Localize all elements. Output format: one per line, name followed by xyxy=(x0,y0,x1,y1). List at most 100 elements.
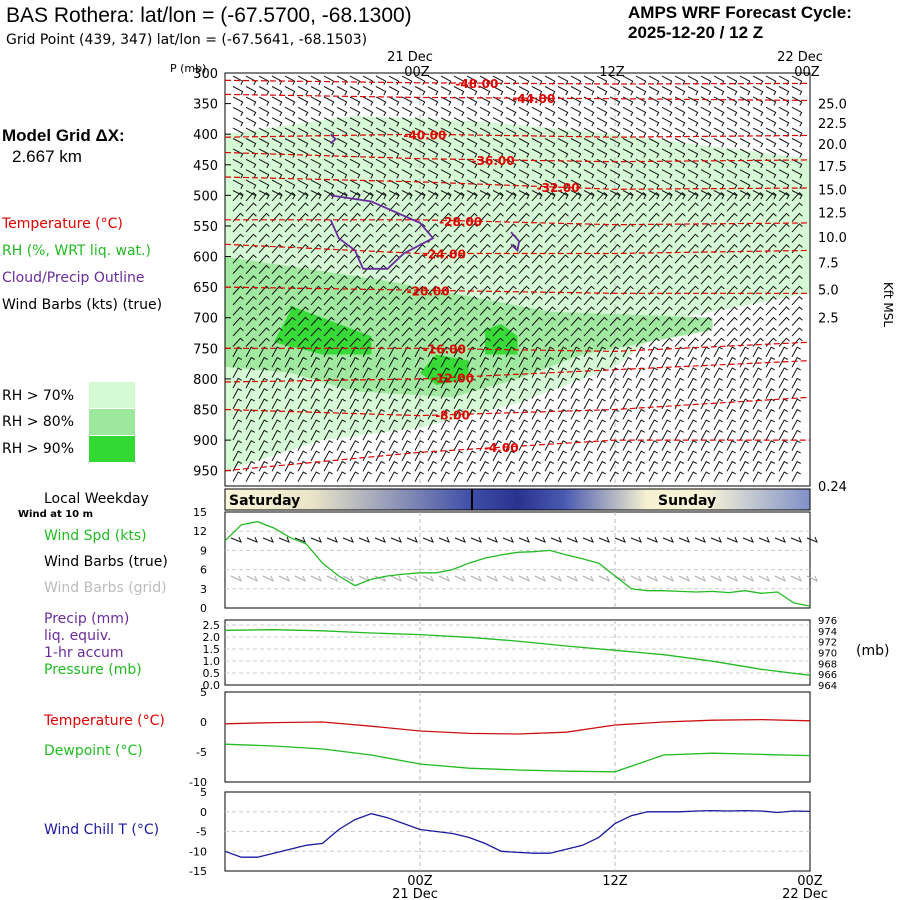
wind-barb xyxy=(362,148,374,158)
wind-barb xyxy=(427,117,439,127)
wind-barb xyxy=(258,356,268,368)
wind-barb xyxy=(570,398,580,410)
wind-barb xyxy=(518,471,528,482)
wind-barb xyxy=(336,264,348,275)
wind-barb xyxy=(531,191,543,202)
wind-barb xyxy=(466,295,478,306)
wind-barb xyxy=(700,96,712,106)
wind-barb xyxy=(596,429,606,441)
wind-barb xyxy=(323,117,335,127)
wind-barb xyxy=(466,233,478,243)
wind-barb xyxy=(284,295,296,306)
wind-barb xyxy=(648,127,660,137)
wind-barb xyxy=(479,275,491,285)
wind-barb xyxy=(440,190,452,200)
wind-barb xyxy=(479,316,491,327)
wind-barb xyxy=(648,346,658,358)
wind-barb xyxy=(414,377,424,389)
wind-barb xyxy=(271,295,283,306)
wind-barb xyxy=(310,440,320,451)
wind-barb xyxy=(622,223,634,233)
wind-barb xyxy=(310,96,322,106)
wind-barb xyxy=(388,138,400,148)
wind-barb xyxy=(700,117,712,127)
wind-barb xyxy=(791,233,803,243)
wind-barb xyxy=(427,254,439,264)
wind-barb xyxy=(323,179,335,189)
wind-barb xyxy=(765,233,777,243)
wind-barb xyxy=(596,212,608,223)
wind-barb xyxy=(375,327,387,337)
wind-barb xyxy=(232,117,244,127)
wind-barb xyxy=(765,440,775,451)
wind-barb xyxy=(674,377,684,389)
wind-barb xyxy=(440,306,452,316)
wind-barb xyxy=(349,75,361,85)
wind-barb xyxy=(583,285,595,295)
wind-barb xyxy=(258,306,270,316)
wind-barb xyxy=(674,285,686,295)
wind-barb xyxy=(466,306,478,316)
wind-barb xyxy=(232,295,244,306)
wind-barb xyxy=(466,367,476,378)
wind-barb xyxy=(739,86,751,96)
wind-barb xyxy=(674,212,686,223)
top-time-label: 00Z xyxy=(794,65,820,80)
wind-barb xyxy=(245,419,255,430)
wind-barb xyxy=(427,275,439,285)
wind-barb xyxy=(609,388,619,399)
wind-barb xyxy=(648,254,660,264)
wind-barb xyxy=(284,408,294,420)
wind-barb xyxy=(336,106,348,117)
pressure-right-tick: 964 xyxy=(818,681,837,692)
wind-barb xyxy=(427,127,439,137)
wind-barb xyxy=(453,419,463,430)
wind-barb xyxy=(232,233,244,243)
wind-barb xyxy=(700,212,712,223)
wind-barb xyxy=(453,337,465,347)
wind-barb xyxy=(661,254,673,264)
wind-barb xyxy=(414,275,426,285)
wind-barb xyxy=(765,346,775,358)
windchill-tick: 5 xyxy=(200,786,207,799)
wind-barb xyxy=(427,408,437,420)
wind-barb xyxy=(440,460,450,472)
wind-barb xyxy=(479,138,491,148)
wind-barb xyxy=(622,450,632,462)
wind-barb xyxy=(661,158,673,169)
wind-barb xyxy=(505,191,517,202)
wind-barb xyxy=(466,148,478,158)
wind-barb xyxy=(297,356,307,368)
top-time-label: 00Z xyxy=(404,65,430,80)
wind-barb xyxy=(661,106,673,117)
windspd-barb-grid xyxy=(758,575,770,583)
wind-barb xyxy=(726,295,738,306)
wind-barb xyxy=(700,148,712,158)
wind-barb xyxy=(739,138,751,148)
wind-barb xyxy=(232,75,244,85)
wind-barb xyxy=(778,275,790,285)
wind-barb xyxy=(375,179,387,189)
wind-barb xyxy=(297,75,309,85)
wind-barb xyxy=(700,138,712,148)
wind-barb xyxy=(700,202,712,212)
wind-barb xyxy=(258,440,268,451)
wind-barb xyxy=(284,233,296,243)
wind-barb xyxy=(570,264,582,275)
wind-barb xyxy=(713,169,725,179)
wind-barb xyxy=(492,117,504,127)
wind-barb xyxy=(791,223,803,233)
wind-barb xyxy=(518,316,530,327)
wind-barb xyxy=(323,212,335,223)
wind-barb xyxy=(466,419,476,430)
wind-barb xyxy=(609,190,621,200)
wind-barb xyxy=(492,86,504,96)
wind-barb xyxy=(570,337,582,347)
wind-barb xyxy=(687,243,699,254)
wind-barb xyxy=(388,367,398,378)
wind-barb xyxy=(518,191,530,202)
wind-barb xyxy=(583,388,593,399)
wind-barb xyxy=(635,138,647,148)
wind-barb xyxy=(583,398,593,410)
wind-barb xyxy=(570,127,582,137)
